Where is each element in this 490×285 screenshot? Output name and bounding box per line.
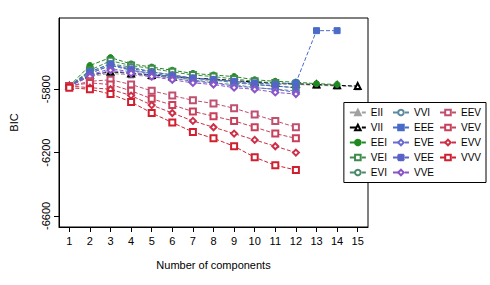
svg-text:7: 7 <box>190 235 196 247</box>
svg-text:EVE: EVE <box>414 137 434 148</box>
svg-text:EEE: EEE <box>414 122 434 133</box>
svg-text:EII: EII <box>371 107 383 118</box>
svg-text:10: 10 <box>249 235 261 247</box>
svg-text:3: 3 <box>107 235 113 247</box>
svg-text:14: 14 <box>331 235 343 247</box>
svg-text:Number of components: Number of components <box>156 259 271 271</box>
svg-text:11: 11 <box>270 235 281 247</box>
svg-text:VVE: VVE <box>414 167 434 178</box>
svg-text:VII: VII <box>371 122 383 133</box>
svg-text:5: 5 <box>149 235 155 247</box>
svg-text:6: 6 <box>169 235 175 247</box>
svg-text:BIC: BIC <box>8 113 20 131</box>
svg-text:EEV: EEV <box>461 107 481 118</box>
svg-text:1: 1 <box>66 235 72 247</box>
svg-text:VVI: VVI <box>414 107 430 118</box>
svg-text:VEI: VEI <box>371 152 387 163</box>
svg-text:9: 9 <box>231 235 237 247</box>
svg-text:8: 8 <box>210 235 216 247</box>
svg-text:15: 15 <box>352 235 364 247</box>
svg-text:4: 4 <box>128 235 134 247</box>
svg-text:13: 13 <box>310 235 322 247</box>
svg-text:EVI: EVI <box>371 167 387 178</box>
svg-text:12: 12 <box>290 235 302 247</box>
svg-text:-5800: -5800 <box>40 75 52 103</box>
svg-text:VEV: VEV <box>461 122 481 133</box>
svg-text:VEE: VEE <box>414 152 434 163</box>
svg-text:2: 2 <box>87 235 93 247</box>
svg-text:-6200: -6200 <box>40 139 52 167</box>
svg-text:EEI: EEI <box>371 137 387 148</box>
svg-text:-6600: -6600 <box>40 202 52 230</box>
svg-text:EVV: EVV <box>461 137 481 148</box>
svg-text:VVV: VVV <box>461 152 481 163</box>
